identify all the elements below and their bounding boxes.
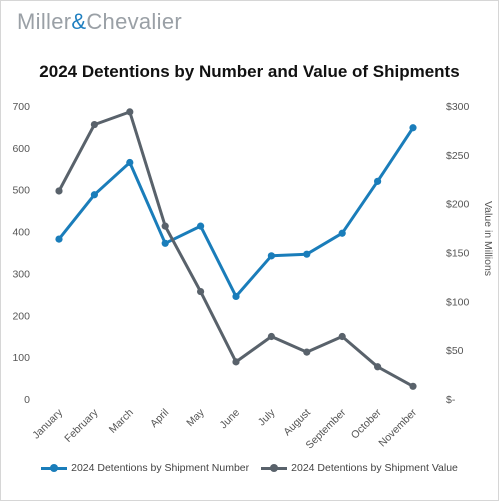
series-1-point bbox=[126, 158, 134, 167]
series-1-point bbox=[409, 124, 417, 132]
series-1-point bbox=[338, 229, 346, 237]
x-tick-label: April bbox=[148, 407, 171, 430]
series-2-point bbox=[374, 363, 382, 371]
x-tick-label: October bbox=[349, 406, 384, 441]
series-line-2 bbox=[57, 110, 415, 388]
y-right-tick-label: $150 bbox=[446, 248, 470, 260]
legend-label-1: 2024 Detentions by Shipment Number bbox=[71, 462, 250, 474]
y-right-tick-label: $- bbox=[446, 394, 456, 406]
series-1-point bbox=[303, 250, 311, 258]
y-right-tick-label: $50 bbox=[446, 345, 464, 357]
legend-item-2: 2024 Detentions by Shipment Value bbox=[261, 462, 458, 474]
series-2-point bbox=[90, 120, 98, 129]
brand-logo: Miller&Chevalier bbox=[17, 9, 182, 35]
y-right-tick-label: $250 bbox=[446, 150, 470, 162]
series-1-point bbox=[90, 191, 98, 199]
y-right-tick-label: $100 bbox=[446, 296, 470, 308]
series-1-point bbox=[55, 235, 63, 243]
series-1-point bbox=[374, 177, 382, 185]
series-2-point bbox=[267, 332, 275, 341]
series-2-point bbox=[303, 348, 311, 356]
x-tick-label: July bbox=[256, 406, 278, 428]
y-left-tick-label: 500 bbox=[12, 185, 30, 197]
x-tick-label: January bbox=[30, 406, 65, 441]
chart-legend: 2024 Detentions by Shipment Number 2024 D… bbox=[0, 462, 499, 474]
y-left-tick-label: 400 bbox=[12, 227, 30, 239]
brand-ampersand: & bbox=[71, 9, 87, 34]
brand-name-part2: Chevalier bbox=[86, 9, 182, 34]
series-line-1 bbox=[57, 126, 415, 298]
y-left-tick-label: 100 bbox=[12, 352, 30, 364]
legend-swatch-2 bbox=[261, 463, 288, 473]
y-right-tick-label: $300 bbox=[446, 101, 470, 113]
x-tick-label: February bbox=[62, 406, 101, 445]
y-left-tick-label: 700 bbox=[12, 101, 30, 113]
series-1-point bbox=[197, 222, 205, 230]
x-tick-label: May bbox=[184, 406, 207, 429]
y-left-tick-label: 300 bbox=[12, 268, 30, 280]
series-2-point bbox=[126, 108, 134, 116]
chart-title: 2024 Detentions by Number and Value of S… bbox=[39, 62, 460, 81]
series-2-point bbox=[338, 332, 346, 341]
legend-item-1: 2024 Detentions by Shipment Number bbox=[41, 462, 249, 474]
y-right-axis-title: Value in Millions bbox=[482, 201, 494, 276]
series-2-point bbox=[232, 358, 240, 366]
series-1-point bbox=[267, 252, 275, 260]
x-tick-label: June bbox=[218, 407, 243, 432]
legend-label-2: 2024 Detentions by Shipment Value bbox=[291, 462, 458, 474]
x-tick-label: August bbox=[281, 407, 313, 439]
series-2-point bbox=[409, 382, 417, 390]
series-1-point bbox=[232, 292, 240, 301]
series-2-point bbox=[55, 187, 63, 195]
y-right-tick-label: $200 bbox=[446, 199, 470, 211]
x-tick-label: March bbox=[107, 407, 136, 436]
series-2-point bbox=[161, 222, 169, 230]
y-left-tick-label: 0 bbox=[24, 394, 30, 406]
y-left-tick-label: 200 bbox=[12, 310, 30, 322]
x-tick-label: November bbox=[376, 406, 419, 449]
series-1-point bbox=[161, 239, 169, 247]
legend-swatch-1 bbox=[41, 463, 68, 473]
y-left-tick-label: 600 bbox=[12, 143, 30, 155]
series-2-point bbox=[197, 287, 205, 296]
brand-name-part1: Miller bbox=[17, 9, 72, 34]
